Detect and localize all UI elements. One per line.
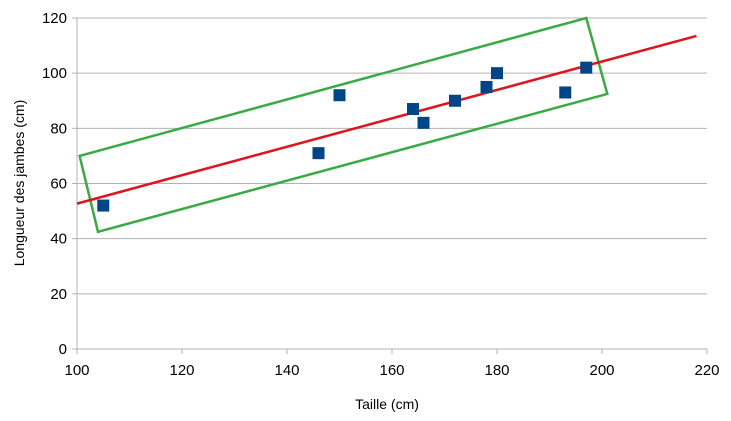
y-tick-label: 80 [50, 120, 67, 137]
y-tick-label: 40 [50, 231, 67, 248]
data-point [97, 199, 110, 212]
data-point [407, 103, 419, 116]
y-axis-title: Longueur des jambes (cm) [11, 100, 27, 267]
x-tick-label: 160 [379, 362, 404, 379]
x-tick-label: 180 [484, 362, 509, 379]
x-tick-label: 100 [64, 362, 89, 379]
data-point [333, 89, 346, 102]
x-tick-label: 120 [169, 362, 194, 379]
y-tick-label: 120 [42, 10, 67, 27]
y-tick-label: 20 [50, 286, 67, 303]
data-point [312, 147, 325, 160]
axes [72, 17, 708, 354]
data-points [97, 61, 593, 212]
trend-line [76, 34, 697, 205]
x-tick-label: 140 [274, 362, 299, 379]
data-point [491, 67, 503, 80]
x-tick-label: 220 [694, 362, 719, 379]
trend-line-group [76, 34, 697, 205]
data-point [580, 61, 593, 74]
y-tick-label: 60 [50, 176, 67, 193]
x-axis-title: Taille (cm) [355, 396, 419, 412]
grid-lines [77, 17, 707, 350]
y-tick-label: 100 [42, 65, 67, 82]
annotation-box [78, 16, 609, 234]
annotation-rectangle [78, 16, 609, 234]
x-tick-labels: 100 120 140 160 180 200 220 [64, 362, 719, 379]
y-tick-labels: 0 20 40 60 80 100 120 [42, 10, 67, 358]
data-point [417, 116, 430, 129]
x-tick-label: 200 [589, 362, 614, 379]
data-point [559, 86, 572, 99]
data-point [480, 80, 493, 93]
data-point [449, 94, 461, 107]
y-tick-label: 0 [59, 341, 67, 358]
